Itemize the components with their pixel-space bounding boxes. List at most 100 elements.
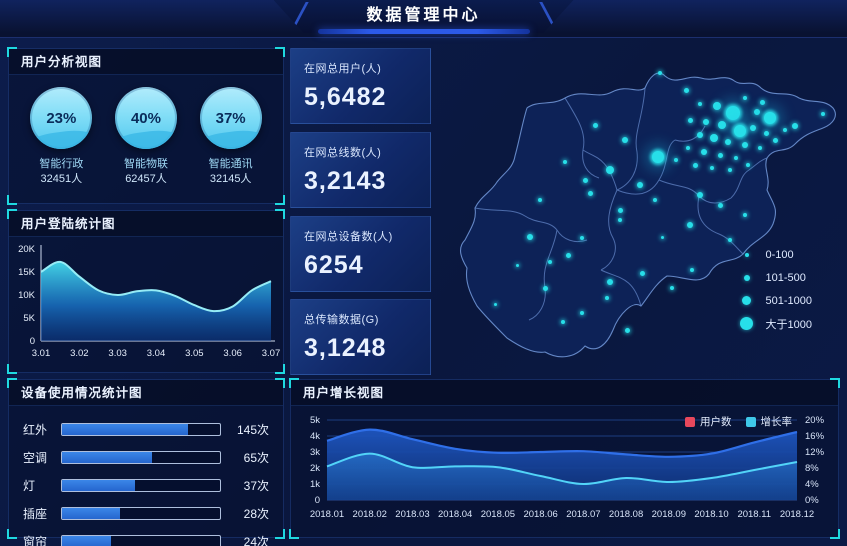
map-bubble xyxy=(742,142,748,148)
map-bubble xyxy=(515,263,519,267)
legend-swatch-icon xyxy=(685,416,695,427)
header-underline xyxy=(317,29,530,34)
device-bar-chart: 红外 145次 空调 65次 灯 37次 插座 28次 窗帘 xyxy=(9,406,283,546)
map-bubble xyxy=(710,166,714,170)
map-bubble xyxy=(674,158,678,162)
map-legend-row: 501-1000 xyxy=(736,289,813,312)
map-bubble xyxy=(728,238,732,242)
stat-value: 3,2143 xyxy=(304,167,387,195)
device-value: 24次 xyxy=(243,534,269,546)
corner-bracket-icon xyxy=(275,529,285,539)
legend-label: 501-1000 xyxy=(765,294,813,307)
stat-card-total-users: 在网总用户(人) 5,6482 xyxy=(290,48,431,124)
map-bubble xyxy=(637,182,643,188)
map-bubble xyxy=(750,125,756,131)
device-bar-track xyxy=(61,478,221,492)
panel-user-analysis: 用户分析视图 23% 智能行政 32451人 40% 智能物联 62457人 3… xyxy=(7,47,285,205)
header-title-plate: 数据管理中心 xyxy=(274,0,574,33)
stat-card-total-devices: 在网总设备数(人) 6254 xyxy=(290,216,431,292)
device-bar-fill xyxy=(62,451,153,463)
svg-text:20K: 20K xyxy=(18,244,36,255)
svg-text:3.02: 3.02 xyxy=(70,348,89,359)
stat-value: 5,6482 xyxy=(304,83,387,111)
stat-label: 总传输数据(G) xyxy=(304,314,379,326)
corner-bracket-icon xyxy=(7,378,17,388)
map-bubble xyxy=(725,139,731,145)
svg-text:3.03: 3.03 xyxy=(108,348,127,359)
device-bar-track xyxy=(61,422,221,436)
panel-login-stats: 用户登陆统计图 0 5K 10K 15K 20K 3.01 3.02 3.03 3.04 3.05… xyxy=(7,209,285,374)
map-bubble xyxy=(653,198,657,202)
svg-text:2018.06: 2018.06 xyxy=(523,509,557,520)
map-bubble xyxy=(624,327,630,333)
map-bubble xyxy=(542,285,548,291)
corner-bracket-icon xyxy=(7,364,17,374)
svg-text:2018.03: 2018.03 xyxy=(395,509,429,520)
map-bubble xyxy=(758,146,762,150)
svg-text:2018.05: 2018.05 xyxy=(481,509,515,520)
growth-chart-legend: 用户数 增长率 xyxy=(685,414,792,429)
map-bubble xyxy=(563,160,567,164)
map-bubble xyxy=(717,152,723,158)
panel-user-growth: 用户增长视图 用户数 增长率 0 1k 2k 3k 4k 5 xyxy=(289,378,840,539)
map-bubble xyxy=(622,137,628,143)
svg-text:2018.08: 2018.08 xyxy=(609,509,643,520)
device-bar-row: 插座 28次 xyxy=(23,504,269,522)
corner-bracket-icon xyxy=(289,378,299,388)
map-outline xyxy=(459,72,836,358)
device-bar-fill xyxy=(62,423,189,435)
corner-bracket-icon xyxy=(7,529,17,539)
liquid-gauge: 23% xyxy=(30,87,93,149)
growth-area-chart: 0 1k 2k 3k 4k 5k 0% 4% 8% 12% 16% 20% 2018.01 2018.02… xyxy=(310,415,825,520)
device-bar-row: 空调 65次 xyxy=(23,448,269,466)
legend-item-growth-rate[interactable]: 增长率 xyxy=(745,414,792,429)
liquid-gauge: 37% xyxy=(199,87,262,149)
svg-text:2018.11: 2018.11 xyxy=(737,509,771,520)
map-bubble xyxy=(764,112,776,124)
legend-label: 0-100 xyxy=(765,248,794,261)
map-bubble xyxy=(728,168,732,172)
map-bubble xyxy=(734,125,746,137)
device-value: 65次 xyxy=(243,450,269,465)
device-label: 灯 xyxy=(23,478,36,493)
liquid-gauge: 40% xyxy=(114,87,177,149)
device-value: 145次 xyxy=(236,422,269,437)
panel-title: 设备使用情况统计图 xyxy=(9,380,283,406)
map-legend: 0-100 101-500 501-1000 大于1000 xyxy=(736,243,813,335)
device-bar-track xyxy=(61,506,221,520)
legend-item-users[interactable]: 用户数 xyxy=(685,414,732,429)
stat-card-total-data: 总传输数据(G) 3,1248 xyxy=(290,299,431,375)
svg-text:12%: 12% xyxy=(805,447,825,458)
map-bubble xyxy=(605,296,609,300)
device-bar-track xyxy=(61,450,221,464)
region-bubble-map: 0-100 101-500 501-1000 大于1000 xyxy=(437,48,840,375)
gauge-label: 智能通讯 xyxy=(208,158,253,170)
svg-text:20%: 20% xyxy=(805,415,825,426)
device-bar-row: 灯 37次 xyxy=(23,476,269,494)
login-area-chart: 0 5K 10K 15K 20K 3.01 3.02 3.03 3.04 3.05 3.06 3.07 xyxy=(18,244,280,359)
corner-bracket-icon xyxy=(830,529,840,539)
map-bubble xyxy=(718,121,726,129)
panel-device-usage: 设备使用情况统计图 红外 145次 空调 65次 灯 37次 插座 28次 xyxy=(7,378,285,546)
map-bubble xyxy=(565,252,571,258)
svg-text:2k: 2k xyxy=(310,463,320,474)
svg-text:2018.01: 2018.01 xyxy=(310,509,344,520)
map-bubble xyxy=(692,162,698,168)
map-bubble xyxy=(743,213,747,217)
svg-text:0%: 0% xyxy=(805,495,819,506)
map-bubble xyxy=(580,236,584,240)
map-bubble xyxy=(690,268,694,272)
legend-dot-icon xyxy=(740,317,753,330)
svg-text:3.05: 3.05 xyxy=(185,348,204,359)
map-bubble xyxy=(527,234,533,240)
gauge-count: 32451人 xyxy=(40,172,83,185)
corner-bracket-icon xyxy=(7,209,17,219)
device-bar-fill xyxy=(62,535,111,546)
legend-dot-icon xyxy=(742,296,751,305)
app-header: 数据管理中心 xyxy=(0,0,847,38)
svg-text:2018.09: 2018.09 xyxy=(652,509,686,520)
map-bubble xyxy=(717,202,723,208)
corner-bracket-icon xyxy=(7,47,17,57)
map-bubble xyxy=(548,260,552,264)
